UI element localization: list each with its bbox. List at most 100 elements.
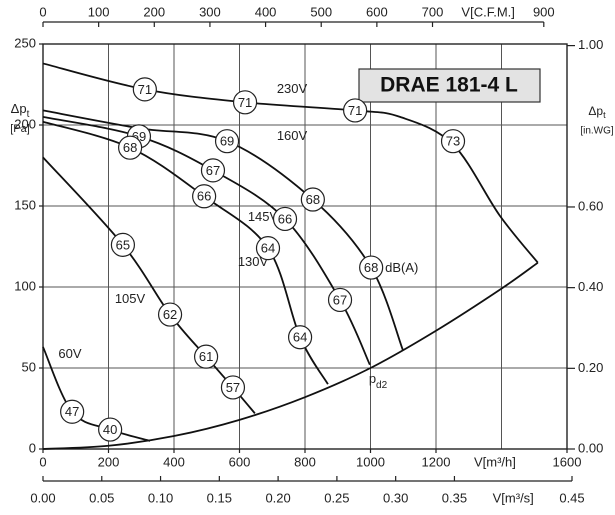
curve-label-name: 145V	[248, 209, 279, 224]
curve-label: 130V	[238, 254, 269, 269]
sound-level-marker	[193, 344, 219, 369]
y2-tick-label: 0.40	[578, 279, 603, 294]
x-tick-label: 1000	[356, 454, 385, 469]
curve-label: 145V	[248, 209, 279, 224]
curve-label: 105V	[115, 291, 146, 306]
x3-tick-label: 0.10	[148, 490, 173, 505]
sound-level-marker	[214, 129, 240, 154]
y2-tick-label: 1.00	[578, 37, 603, 52]
sound-level-label: 62	[163, 307, 177, 322]
curve-label: pd2	[369, 371, 388, 390]
sound-level-label: 68	[123, 140, 137, 155]
x3-tick-label: 0.20	[265, 490, 290, 505]
sound-level-label: 65	[116, 237, 130, 252]
sound-level-label: 73	[446, 134, 460, 149]
top-tick-label: 900	[533, 4, 555, 19]
sound-level-marker	[359, 255, 384, 280]
sound-level-marker	[200, 158, 226, 183]
curve-label-name: 105V	[115, 291, 146, 306]
y-axis-label-unit: [Pa]	[10, 123, 30, 135]
sound-level-label: 71	[138, 82, 152, 97]
sound-level-label: 67	[333, 292, 347, 307]
sound-level-label: 69	[220, 134, 234, 149]
curve-label-name: 230V	[277, 81, 308, 96]
sound-level-label: 67	[206, 163, 220, 178]
y-tick-label: 100	[14, 278, 36, 293]
sound-level-marker	[272, 206, 298, 232]
x-tick-label: 200	[98, 454, 120, 469]
sound-level-label: 71	[238, 95, 252, 110]
x-tick-label: 400	[163, 454, 185, 469]
curve-label-name: p	[369, 371, 376, 386]
sound-level-label: 68	[364, 260, 378, 275]
y-tick-label: 50	[22, 359, 36, 374]
sound-level-label: 64	[293, 330, 307, 345]
top-tick-label: 500	[310, 4, 332, 19]
sound-level-marker	[60, 399, 85, 424]
curve-label: 230V	[277, 81, 308, 96]
top-tick-label: 100	[88, 4, 110, 19]
sound-level-marker	[255, 236, 281, 261]
y2-tick-label: 0.60	[578, 198, 603, 213]
y2-axis-label-symbol: Δp	[588, 104, 603, 118]
y-tick-label: 0	[29, 440, 36, 455]
curve	[42, 261, 539, 450]
sound-level-label: 68	[306, 192, 320, 207]
top-tick-label: 600	[366, 4, 388, 19]
x-tick-label: 1200	[422, 454, 451, 469]
top-tick-label: 0	[39, 4, 46, 19]
curve-label-name: 160V	[277, 128, 308, 143]
sound-level-label: 71	[348, 103, 362, 118]
sound-level-marker	[287, 325, 313, 350]
x3-tick-label: 0.00	[30, 490, 55, 505]
sound-level-marker	[110, 232, 136, 257]
y-tick-label: 250	[14, 35, 36, 50]
sound-level-label: 61	[199, 349, 213, 364]
x3-axis-label: V[m³/s]	[493, 490, 534, 505]
chart-title: DRAE 181-4 L	[380, 74, 518, 97]
sound-level-marker	[232, 90, 258, 115]
curve-label-name: 130V	[238, 254, 269, 269]
sound-level-marker	[157, 302, 183, 327]
sound-level-marker	[220, 375, 246, 400]
x-axis-label: V[m³/h]	[474, 454, 516, 469]
x3-tick-label: 0.35	[442, 490, 467, 505]
x3-tick-label: 0.45	[559, 490, 584, 505]
title-box	[358, 68, 541, 103]
sound-level-marker	[132, 77, 157, 102]
top-tick-label: 300	[199, 4, 221, 19]
sound-level-label: 66	[197, 189, 211, 204]
x-tick-label: 800	[294, 454, 316, 469]
y2-axis-label-sub: t	[603, 110, 606, 120]
sound-level-marker	[300, 187, 325, 212]
sound-level-label: 40	[103, 422, 117, 437]
sound-level-marker	[192, 184, 217, 209]
curve-label: 160V	[277, 128, 308, 143]
y-tick-label: 200	[14, 116, 36, 131]
x3-tick-label: 0.15	[207, 490, 232, 505]
x-tick-label: 600	[229, 454, 251, 469]
top-axis-label: V[C.F.M.]	[461, 4, 514, 19]
top-tick-label: 400	[255, 4, 277, 19]
top-tick-label: 700	[422, 4, 444, 19]
y2-axis-label-unit: [in.WG]	[580, 126, 614, 137]
x3-tick-label: 0.25	[324, 490, 349, 505]
sound-level-label: 57	[226, 380, 240, 395]
sound-level-marker	[343, 98, 368, 123]
y-axis-label-sub: t	[27, 109, 30, 120]
top-tick-label: 200	[143, 4, 165, 19]
curve-label: 60V	[58, 346, 81, 361]
x3-tick-label: 0.30	[383, 490, 408, 505]
curve-label-sub: d2	[376, 380, 388, 391]
sound-level-marker	[98, 417, 123, 442]
y-axis-label-symbol: Δp	[11, 101, 27, 116]
y-axis-label: Δpt	[11, 101, 30, 119]
x-tick-label: 1600	[553, 454, 582, 469]
y2-tick-label: 0.20	[578, 360, 603, 375]
curve	[42, 346, 151, 442]
sound-level-label: 66	[278, 211, 292, 226]
x3-tick-label: 0.05	[89, 490, 114, 505]
y-tick-label: 150	[14, 197, 36, 212]
sound-level-marker	[440, 129, 466, 154]
